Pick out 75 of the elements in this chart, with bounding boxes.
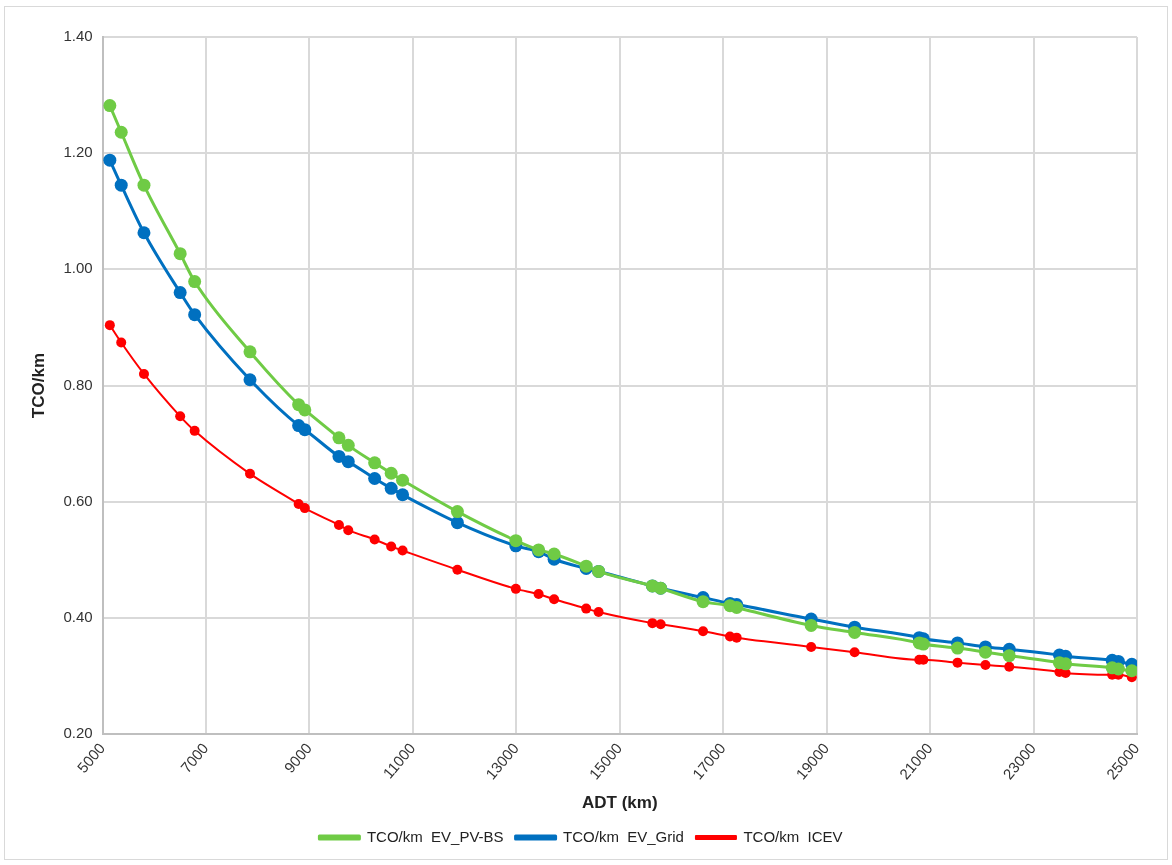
legend-label: TCO/km ICEV bbox=[743, 827, 843, 845]
y-tick-label: 1.20 bbox=[63, 143, 93, 161]
point bbox=[549, 594, 560, 605]
point bbox=[243, 345, 257, 359]
point bbox=[581, 603, 592, 614]
point bbox=[333, 519, 344, 530]
point bbox=[848, 625, 862, 639]
point bbox=[804, 618, 818, 632]
point bbox=[384, 481, 398, 495]
point bbox=[1004, 661, 1015, 672]
point bbox=[647, 618, 658, 629]
point bbox=[1125, 664, 1137, 678]
point bbox=[547, 547, 561, 561]
point bbox=[137, 178, 151, 192]
point bbox=[533, 589, 544, 600]
point bbox=[368, 471, 382, 485]
point bbox=[175, 411, 186, 422]
point bbox=[188, 275, 202, 289]
point bbox=[509, 534, 523, 548]
x-axis-title: ADT (km) bbox=[582, 793, 658, 813]
point bbox=[369, 534, 380, 545]
point bbox=[341, 455, 355, 469]
point bbox=[655, 619, 666, 630]
point bbox=[952, 657, 963, 668]
point bbox=[397, 545, 408, 556]
y-tick-label: 1.00 bbox=[63, 259, 93, 277]
point bbox=[593, 607, 604, 618]
point bbox=[243, 373, 257, 387]
point bbox=[188, 308, 202, 322]
y-axis-title: TCO/km bbox=[28, 352, 48, 419]
point bbox=[332, 449, 346, 463]
point bbox=[698, 626, 709, 637]
point bbox=[103, 99, 117, 113]
point bbox=[298, 403, 312, 417]
legend-label: TCO/km EV_Grid bbox=[563, 827, 684, 845]
point bbox=[396, 473, 410, 487]
legend-label: TCO/km EV_PV-BS bbox=[366, 827, 504, 845]
point bbox=[731, 632, 742, 643]
point bbox=[849, 647, 860, 658]
point bbox=[332, 431, 346, 445]
point bbox=[137, 226, 151, 240]
point bbox=[298, 423, 312, 437]
point bbox=[450, 516, 464, 530]
y-tick-label: 0.80 bbox=[63, 375, 93, 393]
point bbox=[1002, 649, 1016, 663]
point bbox=[386, 541, 397, 552]
point bbox=[116, 337, 127, 348]
point bbox=[343, 525, 354, 536]
point bbox=[806, 641, 817, 652]
point bbox=[299, 503, 310, 514]
point bbox=[245, 468, 255, 479]
y-tick-label: 0.20 bbox=[63, 724, 93, 742]
point bbox=[510, 583, 521, 594]
y-tick-label: 1.40 bbox=[63, 27, 93, 45]
point bbox=[103, 153, 117, 167]
point bbox=[978, 645, 992, 659]
point bbox=[114, 178, 128, 192]
point bbox=[114, 125, 128, 139]
point bbox=[138, 368, 149, 379]
point bbox=[368, 456, 382, 470]
point bbox=[450, 505, 464, 519]
point bbox=[341, 438, 355, 452]
point bbox=[951, 641, 965, 655]
point bbox=[1059, 657, 1073, 671]
point bbox=[384, 466, 398, 480]
point bbox=[452, 564, 463, 575]
y-tick-label: 0.40 bbox=[63, 608, 93, 626]
y-tick-label: 0.60 bbox=[63, 491, 93, 509]
point bbox=[173, 286, 187, 300]
point bbox=[980, 659, 991, 670]
point bbox=[173, 247, 187, 261]
point bbox=[396, 488, 410, 502]
point bbox=[104, 320, 115, 331]
point bbox=[189, 425, 200, 436]
point bbox=[696, 595, 710, 609]
